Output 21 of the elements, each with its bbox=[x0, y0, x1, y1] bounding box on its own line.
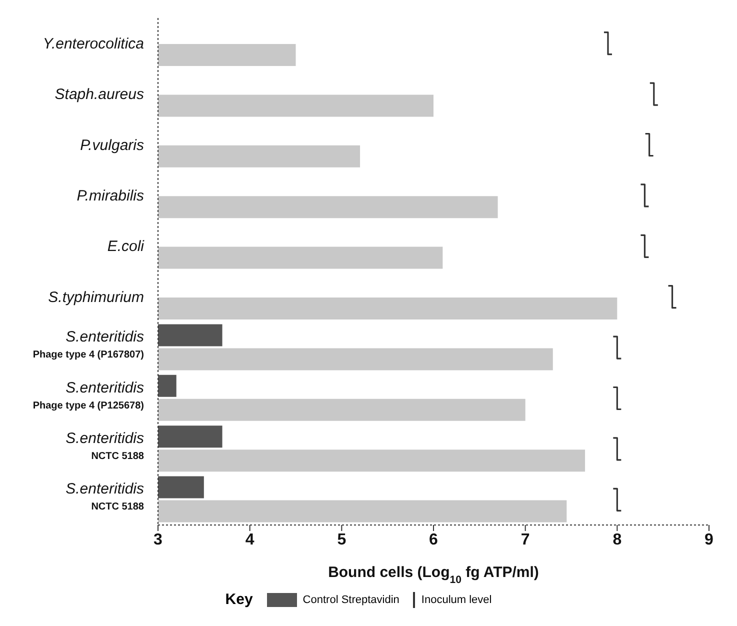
y-tick-label: S.enteritidis Phage type 4 (P167807) bbox=[32, 328, 144, 361]
x-tick-label: 9 bbox=[704, 531, 714, 548]
x-tick-label: 4 bbox=[245, 531, 254, 548]
x-tick-label: 5 bbox=[337, 531, 346, 548]
y-tick-label: P.vulgaris bbox=[80, 136, 144, 154]
x-axis-title: Bound cells (Log$_{10}$ fg ATP/ml) bbox=[328, 564, 539, 586]
y-tick-label: E.coli bbox=[107, 238, 145, 256]
x-tick-label: 8 bbox=[612, 531, 622, 548]
y-tick-label: S.enteritidis Phage type 4 (P125678) bbox=[32, 379, 144, 412]
x-tick-label: 7 bbox=[520, 531, 530, 548]
x-tick-label: 6 bbox=[429, 531, 438, 548]
y-tick-label: Staph.aureus bbox=[54, 86, 144, 104]
y-tick-label: S.typhimurium bbox=[48, 288, 144, 306]
legend-label: Inoculum level bbox=[421, 594, 492, 606]
legend-title: Key bbox=[225, 591, 253, 608]
y-tick-label: P.mirabilis bbox=[76, 187, 144, 204]
y-tick-label: Y.enterocolitica bbox=[42, 35, 144, 52]
x-tick-label: 3 bbox=[154, 531, 163, 548]
legend-label: Control Streptavidin bbox=[302, 594, 400, 606]
y-tick-label: S.enteritidis NCTC 5188 bbox=[66, 430, 144, 462]
y-tick-label: S.enteritidis NCTC 5188 bbox=[66, 480, 144, 513]
